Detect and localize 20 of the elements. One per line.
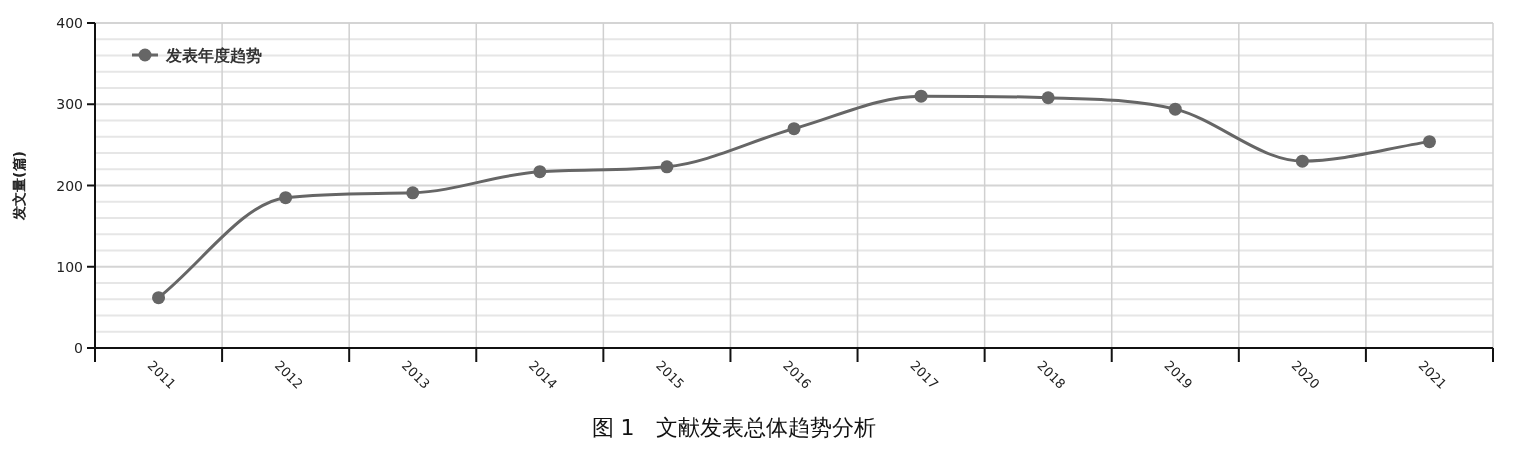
y-axis-title: 发文量(篇) — [11, 151, 27, 221]
point — [406, 186, 420, 200]
y-tick-label: 0 — [74, 340, 83, 356]
point — [152, 291, 166, 305]
point — [1295, 154, 1309, 168]
legend: 发表年度趋势 — [132, 46, 262, 65]
point — [279, 191, 293, 205]
point — [1422, 135, 1436, 149]
y-tick-label: 100 — [56, 258, 83, 275]
y-tick-label: 300 — [56, 96, 83, 113]
legend-label: 发表年度趋势 — [165, 46, 262, 65]
point — [914, 89, 928, 103]
point — [533, 165, 547, 179]
text: 图 1 文献发表总体趋势分析 — [591, 415, 877, 440]
point — [660, 160, 674, 174]
point — [1041, 91, 1055, 105]
y-tick-label: 200 — [56, 177, 83, 194]
point — [787, 122, 801, 136]
point — [1168, 102, 1182, 116]
y-tick-label: 400 — [56, 15, 83, 31]
